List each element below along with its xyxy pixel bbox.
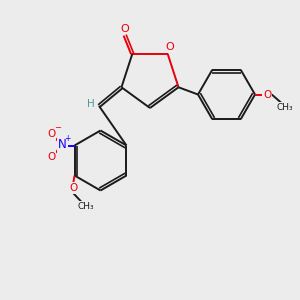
Text: H: H [87,99,94,110]
Text: +: + [64,134,70,143]
Text: O: O [47,152,56,162]
Text: O: O [120,23,129,34]
Text: O: O [263,89,271,100]
Text: O: O [47,129,56,139]
Text: N: N [58,138,67,151]
Text: O: O [166,42,174,52]
Text: −: − [55,124,62,133]
Text: O: O [69,183,77,193]
Text: CH₃: CH₃ [277,103,293,112]
Text: CH₃: CH₃ [77,202,94,211]
